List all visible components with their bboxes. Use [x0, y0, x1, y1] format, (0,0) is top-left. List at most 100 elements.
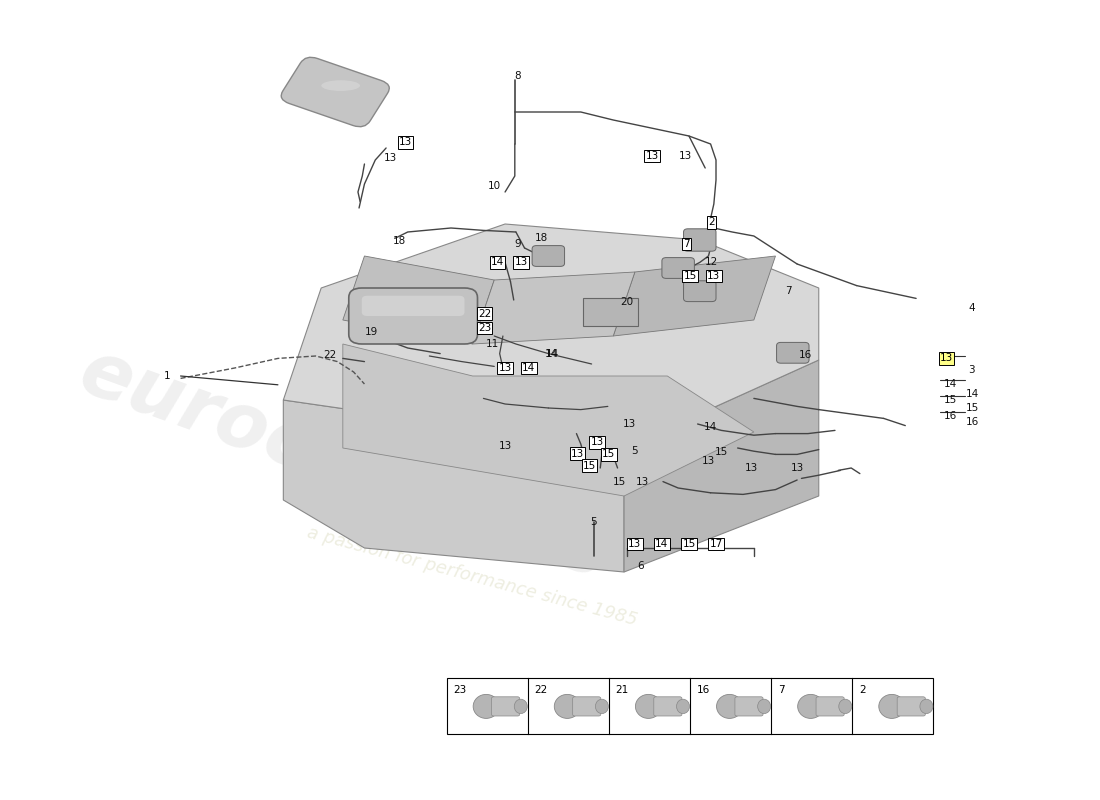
FancyBboxPatch shape [777, 342, 808, 363]
Text: 14: 14 [944, 379, 957, 389]
FancyBboxPatch shape [362, 296, 464, 316]
Polygon shape [613, 256, 776, 336]
FancyBboxPatch shape [349, 288, 477, 344]
Text: 15: 15 [944, 395, 957, 405]
Text: 13: 13 [399, 138, 412, 147]
Text: 16: 16 [696, 685, 710, 694]
Ellipse shape [515, 699, 527, 714]
Text: 15: 15 [613, 477, 626, 486]
Text: 15: 15 [715, 447, 728, 457]
Text: 15: 15 [683, 271, 696, 281]
Text: 13: 13 [591, 438, 604, 447]
Text: 19: 19 [364, 327, 377, 337]
Ellipse shape [554, 694, 581, 718]
Bar [447, 678, 934, 734]
Text: 23: 23 [453, 685, 466, 694]
Ellipse shape [798, 694, 824, 718]
FancyBboxPatch shape [816, 697, 844, 716]
Text: 5: 5 [591, 517, 597, 526]
Text: 22: 22 [535, 685, 548, 694]
Text: 8: 8 [515, 71, 521, 81]
Text: 13: 13 [571, 449, 584, 458]
Polygon shape [473, 272, 635, 344]
Text: 17: 17 [710, 539, 723, 549]
Text: 13: 13 [707, 271, 721, 281]
Text: 22: 22 [323, 350, 337, 360]
Polygon shape [624, 360, 818, 572]
Ellipse shape [839, 699, 851, 714]
Text: 5: 5 [631, 446, 638, 456]
Text: 13: 13 [636, 477, 649, 486]
Text: 4: 4 [968, 303, 975, 313]
Polygon shape [284, 400, 624, 572]
Text: 9: 9 [515, 239, 521, 249]
Text: 13: 13 [498, 363, 512, 373]
Text: 13: 13 [646, 151, 659, 161]
Text: 16: 16 [800, 350, 813, 360]
Text: 14: 14 [522, 363, 536, 373]
Polygon shape [343, 344, 754, 496]
Text: 14: 14 [546, 349, 559, 358]
Text: 13: 13 [628, 539, 641, 549]
Text: 14: 14 [966, 389, 979, 398]
FancyBboxPatch shape [683, 281, 716, 302]
Text: 23: 23 [477, 323, 491, 333]
Text: 13: 13 [791, 463, 804, 473]
Text: 20: 20 [620, 298, 634, 307]
Ellipse shape [716, 694, 742, 718]
Text: 13: 13 [679, 151, 692, 161]
Text: 7: 7 [683, 239, 690, 249]
FancyBboxPatch shape [662, 258, 694, 278]
Text: 15: 15 [966, 403, 979, 413]
Text: 10: 10 [487, 181, 500, 190]
Ellipse shape [676, 699, 690, 714]
Text: 14: 14 [544, 349, 558, 358]
Text: 3: 3 [968, 365, 975, 374]
Text: 11: 11 [485, 339, 498, 349]
Ellipse shape [473, 694, 499, 718]
Ellipse shape [920, 699, 933, 714]
Text: 13: 13 [939, 354, 953, 363]
Text: 6: 6 [637, 562, 644, 571]
FancyBboxPatch shape [653, 697, 682, 716]
FancyBboxPatch shape [898, 697, 925, 716]
Ellipse shape [321, 80, 360, 91]
Text: 13: 13 [702, 456, 715, 466]
Text: 1: 1 [164, 371, 170, 381]
Text: 2: 2 [708, 218, 715, 227]
Text: 15: 15 [603, 450, 616, 459]
FancyBboxPatch shape [583, 298, 638, 326]
Text: 14: 14 [704, 422, 717, 432]
Ellipse shape [595, 699, 608, 714]
Polygon shape [343, 256, 494, 344]
Text: 18: 18 [393, 236, 406, 246]
Text: 13: 13 [384, 153, 397, 162]
Text: eurocarparts: eurocarparts [69, 334, 617, 594]
Ellipse shape [636, 694, 661, 718]
FancyBboxPatch shape [532, 246, 564, 266]
Text: 22: 22 [477, 309, 491, 318]
FancyBboxPatch shape [735, 697, 763, 716]
Text: a passion for performance since 1985: a passion for performance since 1985 [306, 523, 640, 629]
FancyBboxPatch shape [282, 58, 389, 126]
Text: 12: 12 [705, 258, 718, 267]
Text: 14: 14 [491, 258, 504, 267]
Text: 13: 13 [515, 258, 528, 267]
Text: 2: 2 [859, 685, 866, 694]
Text: 16: 16 [944, 411, 957, 421]
Ellipse shape [758, 699, 771, 714]
Ellipse shape [879, 694, 905, 718]
Polygon shape [284, 224, 818, 448]
Text: 13: 13 [623, 419, 636, 429]
Text: 15: 15 [583, 461, 596, 470]
Text: 14: 14 [656, 539, 669, 549]
Text: 7: 7 [785, 286, 792, 296]
FancyBboxPatch shape [492, 697, 519, 716]
FancyBboxPatch shape [573, 697, 601, 716]
Text: 7: 7 [778, 685, 784, 694]
Text: 16: 16 [966, 418, 979, 427]
FancyBboxPatch shape [683, 229, 716, 251]
Text: 21: 21 [615, 685, 629, 694]
Text: 13: 13 [745, 463, 758, 473]
Text: 18: 18 [536, 233, 549, 242]
